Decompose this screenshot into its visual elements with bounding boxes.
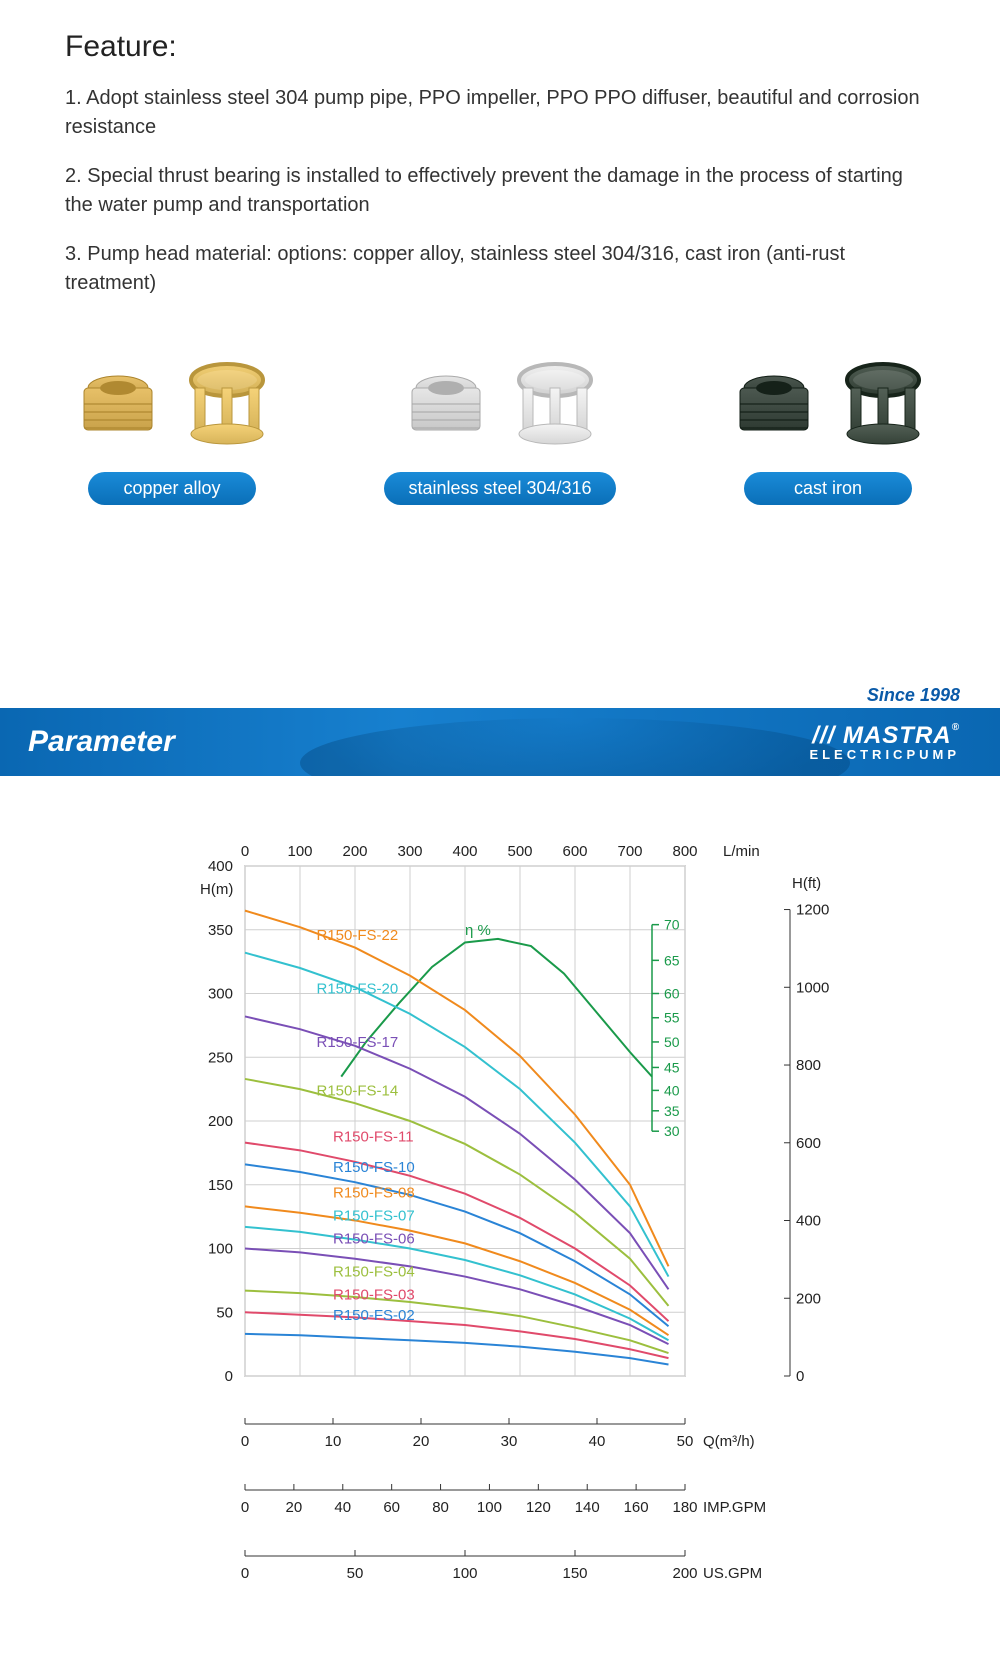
svg-text:0: 0 xyxy=(796,1368,804,1385)
svg-text:250: 250 xyxy=(208,1049,233,1066)
svg-text:40: 40 xyxy=(334,1499,351,1516)
svg-text:R150-FS-08: R150-FS-08 xyxy=(333,1185,415,1202)
svg-text:45: 45 xyxy=(664,1059,680,1075)
part-icon xyxy=(721,353,826,458)
feature-title: Feature: xyxy=(65,30,935,64)
svg-text:R150-FS-17: R150-FS-17 xyxy=(317,1034,399,1051)
svg-text:350: 350 xyxy=(208,922,233,939)
svg-text:120: 120 xyxy=(526,1499,551,1516)
svg-text:L/min: L/min xyxy=(723,843,760,860)
svg-text:800: 800 xyxy=(796,1057,821,1074)
svg-text:1200: 1200 xyxy=(796,902,829,919)
svg-text:200: 200 xyxy=(342,843,367,860)
svg-text:700: 700 xyxy=(617,843,642,860)
svg-text:0: 0 xyxy=(241,1499,249,1516)
svg-text:0: 0 xyxy=(241,1433,249,1450)
svg-text:65: 65 xyxy=(664,952,680,968)
part-icon xyxy=(502,353,607,458)
part-icon xyxy=(393,353,498,458)
svg-text:400: 400 xyxy=(452,843,477,860)
svg-text:η %: η % xyxy=(465,922,491,939)
svg-text:150: 150 xyxy=(208,1177,233,1194)
svg-text:R150-FS-02: R150-FS-02 xyxy=(333,1307,415,1324)
svg-text:30: 30 xyxy=(501,1433,518,1450)
svg-text:200: 200 xyxy=(208,1113,233,1130)
svg-text:200: 200 xyxy=(672,1565,697,1582)
svg-text:150: 150 xyxy=(562,1565,587,1582)
svg-text:300: 300 xyxy=(208,986,233,1003)
feature-item-3: 3. Pump head material: options: copper a… xyxy=(65,240,935,298)
svg-text:600: 600 xyxy=(796,1135,821,1152)
svg-text:R150-FS-20: R150-FS-20 xyxy=(317,981,399,998)
material-label: copper alloy xyxy=(88,472,256,505)
svg-text:35: 35 xyxy=(664,1103,680,1119)
svg-text:20: 20 xyxy=(413,1433,430,1450)
svg-text:Q(m³/h): Q(m³/h) xyxy=(703,1433,755,1450)
svg-text:100: 100 xyxy=(287,843,312,860)
svg-text:50: 50 xyxy=(347,1565,364,1582)
svg-text:300: 300 xyxy=(397,843,422,860)
svg-text:200: 200 xyxy=(796,1290,821,1307)
svg-text:R150-FS-04: R150-FS-04 xyxy=(333,1264,415,1281)
part-icon xyxy=(65,353,170,458)
svg-text:800: 800 xyxy=(672,843,697,860)
part-icon xyxy=(830,353,935,458)
brand-logo: /// MASTRA® ELECTRICPUMP xyxy=(809,723,960,762)
svg-text:400: 400 xyxy=(796,1213,821,1230)
svg-text:600: 600 xyxy=(562,843,587,860)
brand-name: MASTRA xyxy=(843,722,952,749)
svg-text:100: 100 xyxy=(452,1565,477,1582)
svg-text:40: 40 xyxy=(589,1433,606,1450)
svg-text:0: 0 xyxy=(241,1565,249,1582)
banner-title: Parameter xyxy=(28,725,175,759)
svg-text:US.GPM: US.GPM xyxy=(703,1565,762,1582)
material-option: stainless steel 304/316 xyxy=(384,353,615,505)
svg-text:R150-FS-03: R150-FS-03 xyxy=(333,1287,415,1304)
svg-text:100: 100 xyxy=(477,1499,502,1516)
materials-row: copper alloy stainless steel 304/316 cast … xyxy=(65,353,935,505)
feature-item-2: 2. Special thrust bearing is installed t… xyxy=(65,162,935,220)
svg-text:R150-FS-07: R150-FS-07 xyxy=(333,1207,415,1224)
svg-text:180: 180 xyxy=(672,1499,697,1516)
svg-text:80: 80 xyxy=(432,1499,449,1516)
feature-item-1: 1. Adopt stainless steel 304 pump pipe, … xyxy=(65,84,935,142)
brand-subtitle: ELECTRICPUMP xyxy=(809,748,960,762)
svg-text:20: 20 xyxy=(286,1499,303,1516)
svg-text:55: 55 xyxy=(664,1010,680,1026)
svg-text:1000: 1000 xyxy=(796,979,829,996)
svg-text:R150-FS-11: R150-FS-11 xyxy=(333,1128,414,1145)
svg-text:160: 160 xyxy=(624,1499,649,1516)
svg-text:30: 30 xyxy=(664,1123,680,1139)
material-option: cast iron xyxy=(721,353,935,505)
material-label: cast iron xyxy=(744,472,912,505)
svg-text:R150-FS-14: R150-FS-14 xyxy=(317,1083,399,1100)
svg-text:100: 100 xyxy=(208,1241,233,1258)
since-label: Since 1998 xyxy=(0,685,1000,706)
svg-text:50: 50 xyxy=(216,1304,233,1321)
material-option: copper alloy xyxy=(65,353,279,505)
svg-text:R150-FS-10: R150-FS-10 xyxy=(333,1159,415,1176)
parameter-banner: Parameter /// MASTRA® ELECTRICPUMP xyxy=(0,708,1000,776)
svg-text:500: 500 xyxy=(507,843,532,860)
svg-text:60: 60 xyxy=(383,1499,400,1516)
svg-text:IMP.GPM: IMP.GPM xyxy=(703,1499,766,1516)
svg-text:H(ft): H(ft) xyxy=(792,875,821,892)
svg-text:H(m): H(m) xyxy=(200,881,233,898)
svg-text:70: 70 xyxy=(664,917,680,933)
svg-text:140: 140 xyxy=(575,1499,600,1516)
material-label: stainless steel 304/316 xyxy=(384,472,615,505)
svg-text:400: 400 xyxy=(208,858,233,875)
svg-text:50: 50 xyxy=(664,1034,680,1050)
svg-text:0: 0 xyxy=(225,1368,233,1385)
svg-text:40: 40 xyxy=(664,1082,680,1098)
performance-chart: 0100200300400500600700800L/min0501001502… xyxy=(150,826,850,1616)
svg-text:10: 10 xyxy=(325,1433,342,1450)
svg-text:R150-FS-06: R150-FS-06 xyxy=(333,1230,415,1247)
svg-text:60: 60 xyxy=(664,986,680,1002)
part-icon xyxy=(174,353,279,458)
svg-text:50: 50 xyxy=(677,1433,694,1450)
svg-text:R150-FS-22: R150-FS-22 xyxy=(317,927,399,944)
svg-text:0: 0 xyxy=(241,843,249,860)
